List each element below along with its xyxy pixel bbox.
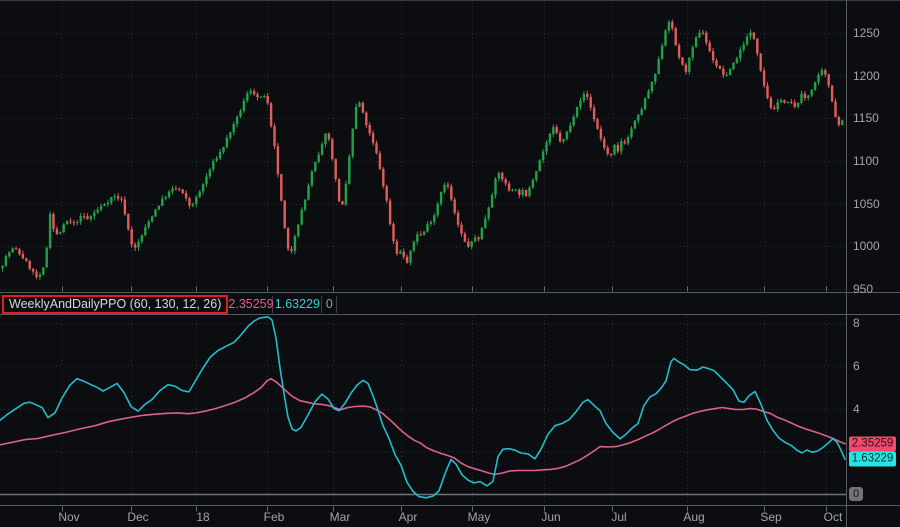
price-axis-label: 1200	[853, 68, 880, 83]
indicator-value-zero: 0	[322, 295, 338, 313]
price-axis-label: 1000	[853, 239, 880, 254]
time-axis-label: Sep	[760, 510, 782, 524]
price-axis-label: 1100	[853, 153, 879, 168]
indicator-title: WeeklyAndDailyPPO (60, 130, 12, 26)	[9, 297, 222, 311]
indicator-axis-label: 4	[853, 401, 860, 416]
time-axis-label: Mar	[329, 510, 351, 524]
price-axis-label: 1150	[853, 111, 879, 126]
ppo-fast-value-tag: 2.35259	[849, 436, 896, 452]
time-axis-label: Feb	[263, 510, 285, 524]
time-axis-label: Apr	[398, 510, 418, 524]
time-axis-label: May	[467, 510, 491, 524]
time-axis-label: 18	[196, 510, 210, 524]
indicator-axis-label: 6	[853, 358, 860, 373]
time-axis-label: Aug	[683, 510, 705, 524]
time-axis-label: Oct	[823, 510, 843, 524]
indicator-value-fast: 2.35259	[228, 295, 274, 313]
annotation-highlight-box[interactable]: WeeklyAndDailyPPO (60, 130, 12, 26)	[2, 294, 229, 314]
time-axis-label: Jul	[611, 510, 627, 524]
indicator-legend: WeeklyAndDailyPPO (60, 130, 12, 26) 2.35…	[2, 294, 338, 314]
price-axis-label: 1050	[853, 196, 880, 211]
time-axis-label: Nov	[58, 510, 80, 524]
price-axis-label: 950	[853, 281, 874, 296]
time-axis-label: Dec	[127, 510, 149, 524]
indicator-axis-label: 8	[853, 316, 860, 331]
indicator-value-slow: 1.63229	[273, 295, 323, 313]
time-axis-label: Jun	[541, 510, 561, 524]
price-axis-label: 1250	[853, 26, 880, 40]
ppo-slow-value-tag: 1.63229	[849, 451, 896, 467]
zero-level-tag: 0	[849, 487, 863, 501]
